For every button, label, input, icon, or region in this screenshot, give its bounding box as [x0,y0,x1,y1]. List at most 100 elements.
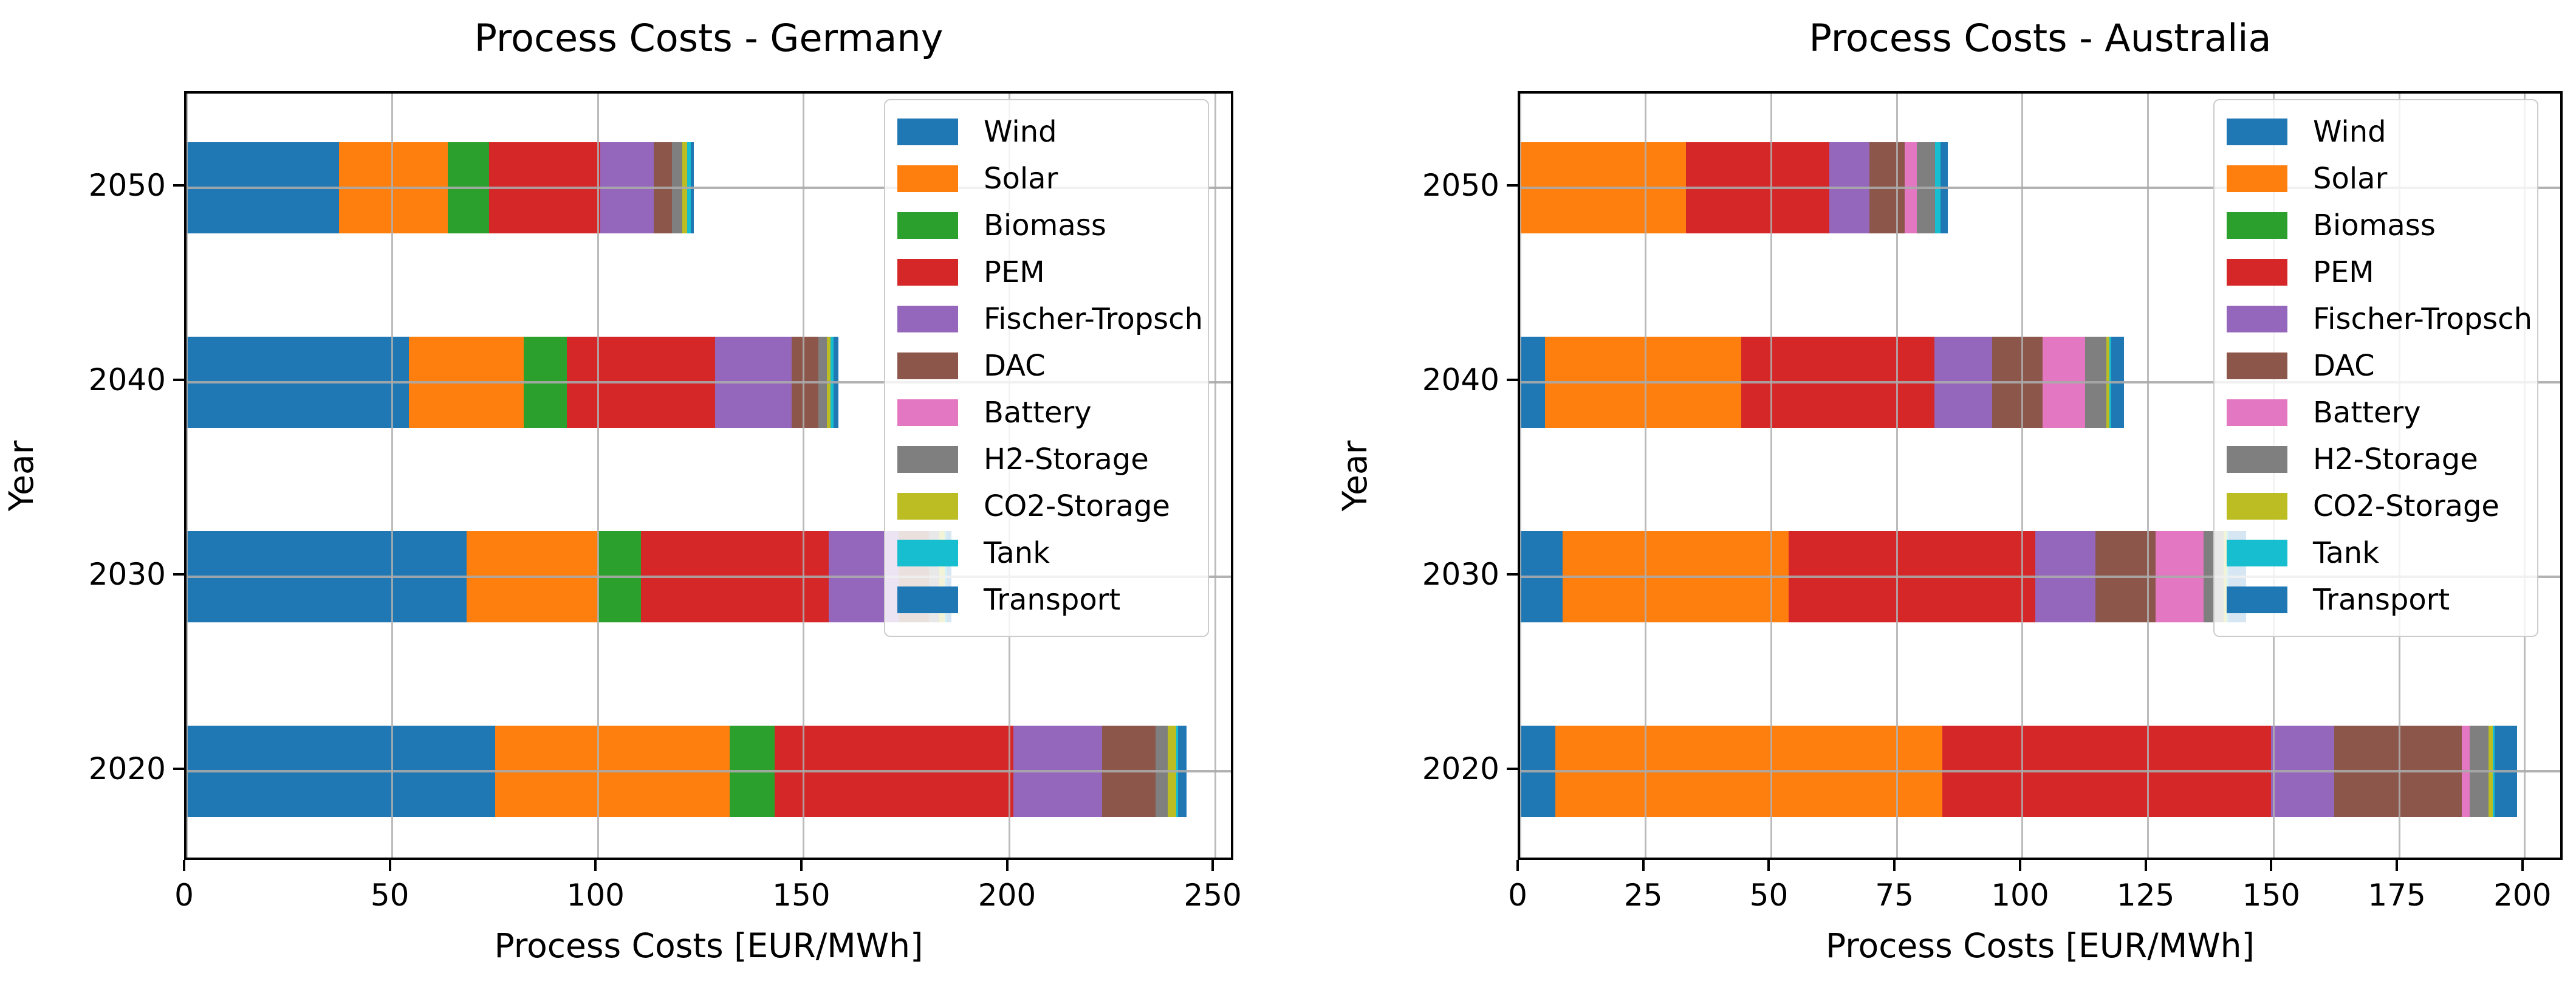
x-gridline [391,94,394,858]
y-axis-label-australia: Year [1335,440,1374,511]
legend-label-wind: Wind [2313,115,2386,149]
y-tick-mark [173,184,184,187]
h2-storage-swatch-icon [2227,446,2287,473]
y-gridline [1520,381,2560,383]
y-tick-label-2050: 2050 [88,168,166,203]
battery-swatch-icon [2227,399,2287,426]
legend-label-biomass: Biomass [984,208,1106,242]
chart-title-australia: Process Costs - Australia [1809,16,2272,60]
x-tick-mark [388,860,391,871]
legend-label-tank: Tank [984,536,1050,570]
y-tick-mark [1507,573,1518,576]
x-gridline [187,94,188,858]
x-gridline [1520,94,1521,858]
x-tick-label: 50 [370,878,409,913]
legend-label-co2-storage: CO2-Storage [984,489,1170,523]
x-tick-mark [1893,860,1896,871]
x-tick-label: 75 [1875,878,1914,913]
tank-swatch-icon [897,540,958,566]
x-gridline [1770,94,1772,858]
x-tick-label: 150 [772,878,831,913]
co2-storage-swatch-icon [2227,493,2287,520]
y-gridline [187,187,1231,189]
y-tick-mark [173,768,184,770]
legend-item-dac: DAC [885,348,1208,384]
biomass-swatch-icon [897,212,958,239]
x-tick-mark [1642,860,1645,871]
x-tick-label: 175 [2368,878,2426,913]
h2-storage-swatch-icon [897,446,958,473]
legend-label-battery: Battery [2313,396,2421,430]
legend-item-dac: DAC [2215,348,2537,384]
y-tick-label-2040: 2040 [88,362,166,397]
x-tick-label: 100 [1991,878,2049,913]
legend-item-wind: Wind [885,114,1208,150]
y-tick-label-2050: 2050 [1422,168,1499,203]
x-gridline [1896,94,1898,858]
legend-item-battery: Battery [885,394,1208,431]
legend-label-h2-storage: H2-Storage [984,442,1149,476]
y-tick-label-2040: 2040 [1422,362,1499,397]
legend-label-fischer-tropsch: Fischer-Tropsch [984,302,1203,336]
y-tick-label-2030: 2030 [88,557,166,592]
legend-item-co2-storage: CO2-Storage [885,488,1208,524]
legend-label-dac: DAC [984,349,1046,383]
legend-item-h2-storage: H2-Storage [885,441,1208,478]
x-tick-label: 0 [174,878,194,913]
y-gridline [187,576,1231,578]
y-tick-mark [1507,184,1518,187]
legend-item-pem: PEM [2215,254,2537,291]
legend-label-transport: Transport [2313,583,2450,617]
x-axis-label-germany: Process Costs [EUR/MWh] [494,926,923,965]
x-tick-label: 200 [978,878,1036,913]
legend-label-co2-storage: CO2-Storage [2313,489,2499,523]
legend-label-pem: PEM [2313,255,2374,289]
x-tick-mark [2144,860,2147,871]
x-gridline [2021,94,2024,858]
legend-label-pem: PEM [984,255,1045,289]
legend-germany: Wind Solar Biomass PEM Fischer-Tropsch DAC Bat… [884,99,1209,637]
pem-swatch-icon [897,259,958,286]
x-tick-mark [1211,860,1214,871]
biomass-swatch-icon [2227,212,2287,239]
tank-swatch-icon [2227,540,2287,566]
x-gridline [2147,94,2150,858]
legend-item-battery: Battery [2215,394,2537,431]
x-tick-label: 200 [2493,878,2552,913]
solar-swatch-icon [897,165,958,192]
y-tick-label-2030: 2030 [1422,557,1499,592]
fischer-tropsch-swatch-icon [897,306,958,332]
x-tick-mark [1767,860,1770,871]
y-gridline [187,770,1231,772]
x-tick-label: 100 [566,878,625,913]
x-tick-label: 0 [1508,878,1527,913]
legend-item-co2-storage: CO2-Storage [2215,488,2537,524]
legend-item-transport: Transport [2215,582,2537,618]
x-tick-label: 25 [1623,878,1663,913]
x-tick-mark [2270,860,2273,871]
legend-item-fischer-tropsch: Fischer-Tropsch [2215,301,2537,337]
y-gridline [1520,770,2560,772]
y-gridline [187,381,1231,383]
legend-label-solar: Solar [984,162,1058,196]
legend-item-solar: Solar [885,160,1208,197]
legend-item-transport: Transport [885,582,1208,618]
legend-item-tank: Tank [885,535,1208,571]
legend-label-battery: Battery [984,396,1092,430]
x-tick-label: 250 [1184,878,1242,913]
x-gridline [803,94,805,858]
transport-swatch-icon [2227,586,2287,613]
x-tick-label: 125 [2116,878,2175,913]
legend-item-wind: Wind [2215,114,2537,150]
y-gridline [1520,187,2560,189]
legend-label-dac: DAC [2313,349,2375,383]
legend-item-biomass: Biomass [2215,207,2537,244]
x-tick-mark [2521,860,2524,871]
legend-item-h2-storage: H2-Storage [2215,441,2537,478]
co2-storage-swatch-icon [897,493,958,520]
legend-item-tank: Tank [2215,535,2537,571]
legend-item-biomass: Biomass [885,207,1208,244]
